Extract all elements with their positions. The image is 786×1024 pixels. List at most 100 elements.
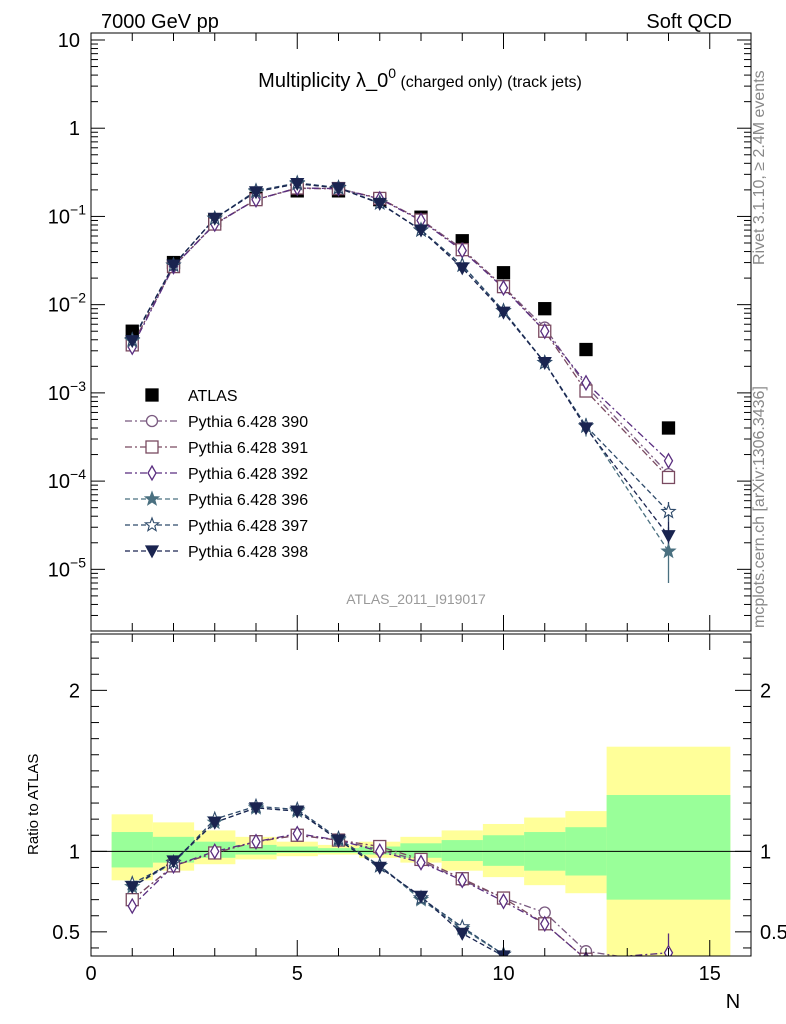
band-green: [400, 843, 442, 858]
y-tick-label: 0.5: [52, 922, 80, 944]
ratio-point: [127, 897, 137, 915]
data-point: [496, 266, 511, 280]
x-tick-label: 15: [699, 963, 721, 985]
y-tick-label-right: 1: [760, 841, 771, 863]
data-point: [125, 335, 140, 349]
data-point: [538, 302, 552, 316]
ratio-point: [331, 834, 346, 848]
band-green: [276, 846, 318, 853]
y-tick-label: 1: [69, 118, 80, 140]
ratio-point: [248, 802, 264, 816]
data-point: [207, 212, 222, 226]
data-point: [661, 530, 676, 544]
legend: ATLAS Pythia 6.428 390 Pythia 6.428 391 Pyt…: [125, 388, 308, 561]
data-point: [660, 503, 677, 519]
legend-label: Pythia 6.428 397: [188, 518, 308, 535]
data-point: [498, 279, 509, 297]
main-plot-frame: [90, 32, 752, 632]
ratio-point: [540, 915, 550, 933]
x-tick-label: 10: [492, 963, 514, 985]
ratio-bands: [111, 746, 731, 956]
legend-marker: [145, 388, 159, 402]
ratio-markers: [124, 797, 675, 1012]
ratio-point: [662, 988, 675, 1001]
data-point: [166, 259, 181, 273]
legend-label: Pythia 6.428 398: [188, 544, 308, 561]
data-point: [663, 452, 674, 470]
ratio-point: [413, 890, 429, 904]
ratio-point: [457, 872, 467, 889]
ratio-point: [455, 927, 470, 941]
data-point: [537, 357, 552, 371]
ratio-point: [538, 967, 551, 980]
band-green: [441, 840, 483, 862]
ratio-point: [539, 969, 551, 980]
y-tick-label: 10−4: [48, 466, 86, 493]
legend-label: Pythia 6.428 390: [188, 414, 308, 431]
data-point: [413, 224, 429, 238]
data-point: [579, 342, 593, 357]
y-tick-label-right: 0.5: [760, 922, 786, 944]
main-ticks: 10 1 10−1 10−2 10−3 10−4 10−5: [48, 30, 752, 632]
source-label: mcplots.cern.ch [arXiv:1306.3436]: [751, 386, 768, 628]
legend-marker: [143, 490, 161, 506]
watermark: ATLAS_2011_I919017: [346, 591, 486, 607]
rivet-label: Rivet 3.1.10, ≥ 2.4M events: [751, 70, 768, 265]
y-tick-label: 10: [58, 30, 80, 52]
ratio-ticks: 0 5 10 15 0.5 0.5 1 1 2 2: [52, 634, 786, 985]
legend-marker: [147, 464, 157, 482]
legend-marker: [143, 516, 161, 532]
ratio-point: [579, 983, 592, 996]
legend-label: Pythia 6.428 396: [188, 492, 308, 509]
ratio-point: [125, 881, 140, 895]
ratio-y-axis-label: Ratio to ATLAS: [25, 754, 42, 855]
main-panel: 10 1 10−1 10−2 10−3 10−4 10−5 Multiplicity λ_0…: [48, 30, 752, 632]
data-point: [248, 186, 264, 200]
data-point: [455, 262, 470, 276]
series-line: [131, 187, 669, 478]
ratio-point: [580, 986, 592, 997]
ratio-point: [292, 825, 302, 842]
y-tick-label: 2: [69, 680, 80, 702]
ratio-point: [210, 843, 220, 860]
y-tick-label-right: 2: [760, 680, 771, 702]
y-tick-label: 10−5: [48, 554, 86, 581]
ratio-point: [416, 854, 426, 871]
ratio-point: [498, 892, 509, 910]
y-tick-label: 10−3: [48, 378, 86, 405]
legend-label: ATLAS: [188, 388, 238, 405]
ratio-point: [290, 805, 305, 819]
ratio-panel: 0 5 10 15 0.5 0.5 1 1 2 2 Ratio to ATLAS N: [25, 633, 786, 1013]
data-point: [540, 322, 550, 340]
legend-marker: [145, 440, 159, 454]
ratio-point: [538, 967, 551, 980]
ratio-point: [166, 855, 181, 869]
data-point: [331, 182, 346, 196]
x-tick-label: 0: [85, 963, 96, 985]
band-green: [317, 848, 360, 853]
data-point: [372, 197, 387, 211]
ratio-point: [663, 959, 674, 970]
x-axis-label: N: [726, 991, 740, 1013]
legend-label: Pythia 6.428 392: [188, 466, 308, 483]
band-green: [606, 795, 731, 900]
y-tick-label: 10−2: [48, 290, 86, 317]
process-label: Soft QCD: [646, 11, 732, 33]
data-point: [496, 306, 511, 320]
data-point: [661, 421, 676, 435]
legend-marker: [145, 414, 159, 428]
ratio-point: [251, 833, 261, 851]
ratio-point: [663, 998, 675, 1009]
ratio-point: [662, 999, 675, 1012]
x-tick-label: 5: [292, 963, 303, 985]
ratio-point: [207, 816, 222, 830]
data-point: [578, 422, 594, 436]
band-green: [111, 832, 153, 868]
main-markers: [124, 174, 677, 559]
chart-title: Multiplicity λ_00 (charged only) (track …: [258, 65, 582, 92]
ratio-point: [663, 963, 675, 975]
data-point: [581, 374, 591, 392]
data-point: [661, 470, 676, 485]
y-tick-label: 10−1: [48, 201, 86, 228]
